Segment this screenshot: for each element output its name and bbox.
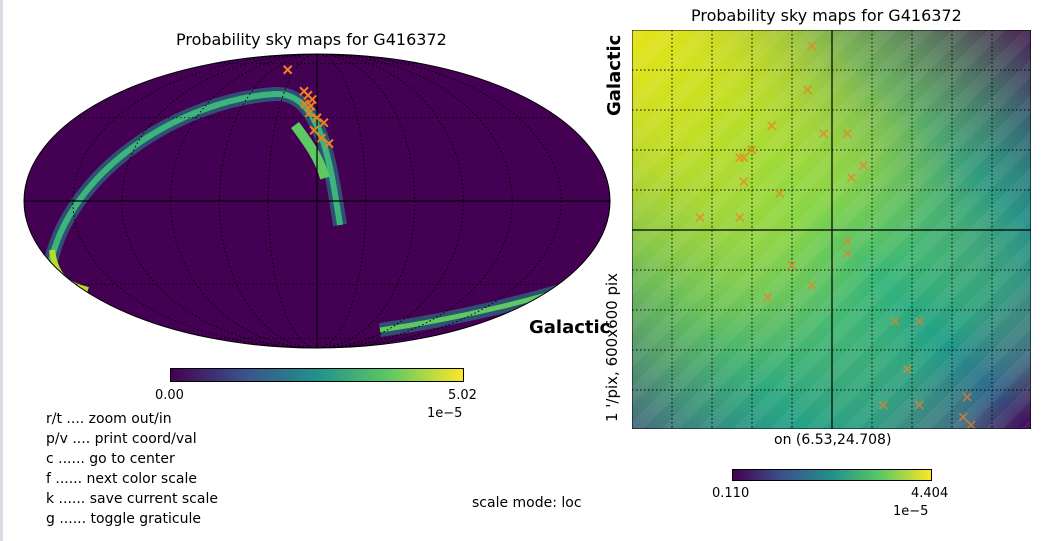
map-marker — [739, 177, 749, 187]
map-marker — [890, 316, 900, 326]
pixel-stripe — [697, 95, 1031, 429]
keyboard-help: r/t .... zoom out/in p/v .... print coor… — [46, 409, 218, 529]
galactic-label: Galactic — [529, 317, 611, 338]
scale-mode-label: scale mode: loc — [472, 495, 582, 511]
map-marker — [902, 364, 912, 374]
map-marker — [747, 145, 757, 155]
help-line: f ...... next color scale — [46, 471, 197, 487]
pixel-stripe — [632, 30, 826, 224]
map-marker — [806, 41, 817, 51]
help-line: c ...... go to center — [46, 451, 175, 467]
pixel-stripe — [733, 131, 1031, 429]
map-marker — [775, 189, 785, 199]
map-marker — [282, 65, 293, 75]
map-marker — [858, 161, 868, 171]
help-line: r/t .... zoom out/in — [46, 411, 172, 427]
help-line: p/v .... print coord/val — [46, 431, 197, 447]
gnomonic-galactic-label: Galactic — [604, 34, 625, 116]
pixel-stripe — [632, 30, 682, 80]
pixel-stripe — [949, 347, 1031, 429]
center-coord-label: on (6.53,24.708) — [774, 432, 892, 448]
map-marker — [818, 129, 829, 139]
map-marker — [767, 121, 777, 131]
pixel-stripe — [632, 30, 718, 116]
map-marker — [307, 94, 317, 105]
map-marker — [312, 113, 322, 123]
map-marker — [842, 236, 853, 247]
mollweide-colorbar — [170, 368, 464, 382]
band-core — [47, 90, 343, 266]
map-marker — [319, 117, 329, 128]
map-marker — [763, 292, 773, 302]
map-marker — [966, 420, 976, 429]
colorbar-exponent: 1e−5 — [427, 406, 463, 421]
map-marker — [735, 212, 745, 223]
window-edge — [0, 0, 3, 541]
gnomonic-colorbar-min: 0.110 — [712, 486, 750, 501]
gnomonic-markers — [695, 41, 976, 429]
pixel-stripe — [632, 30, 754, 152]
pixel-stripe — [877, 275, 1031, 429]
map-marker — [324, 138, 334, 149]
help-line: g ...... toggle graticule — [46, 511, 201, 527]
gnomonic-graticule — [632, 30, 1031, 429]
map-marker — [735, 153, 745, 163]
gnomonic-title: Probability sky maps for G416372 — [691, 6, 962, 25]
mollweide-markers — [282, 65, 334, 149]
map-marker — [300, 99, 310, 109]
mollweide-outline — [23, 53, 611, 349]
mollweide-title: Probability sky maps for G416372 — [176, 30, 447, 49]
map-marker — [914, 316, 924, 326]
map-marker — [842, 248, 853, 259]
map-marker — [304, 108, 314, 118]
gnomonic-colorbar — [732, 469, 932, 481]
map-marker — [806, 280, 817, 290]
colorbar-max-label: 5.02 — [448, 388, 477, 403]
pixel-stripe — [632, 30, 970, 368]
colorbar-min-label: 0.00 — [155, 388, 184, 403]
pixel-stripe — [1021, 419, 1031, 429]
map-marker — [739, 153, 749, 163]
gnomonic-resolution-label: 1 '/pix, 600x600 pix — [603, 272, 621, 422]
map-marker — [958, 412, 968, 422]
map-marker — [914, 400, 924, 410]
pixel-stripe — [769, 167, 1031, 429]
map-marker — [802, 85, 813, 95]
gnomonic-colorbar-max: 4.404 — [911, 486, 949, 501]
map-marker — [316, 133, 327, 143]
gnomonic-map[interactable] — [632, 30, 1031, 429]
pixel-stripe — [632, 30, 646, 44]
mollweide-map[interactable] — [20, 50, 614, 352]
map-marker — [309, 125, 319, 136]
pixel-stripe — [913, 311, 1031, 429]
pixel-stripe — [805, 203, 1031, 429]
pixel-stripe — [632, 30, 790, 188]
band-peak — [290, 122, 330, 180]
map-marker — [846, 173, 857, 183]
map-marker — [962, 392, 972, 402]
map-marker — [306, 101, 316, 111]
pixel-stripe — [985, 383, 1031, 429]
map-marker — [878, 400, 888, 410]
pixel-stripe — [632, 30, 934, 332]
help-line: k ...... save current scale — [46, 491, 218, 507]
map-marker — [695, 212, 705, 223]
map-marker — [842, 129, 853, 139]
map-marker — [787, 260, 797, 270]
gnomonic-colorbar-exponent: 1e−5 — [893, 504, 929, 519]
pixel-stripe — [841, 239, 1031, 429]
